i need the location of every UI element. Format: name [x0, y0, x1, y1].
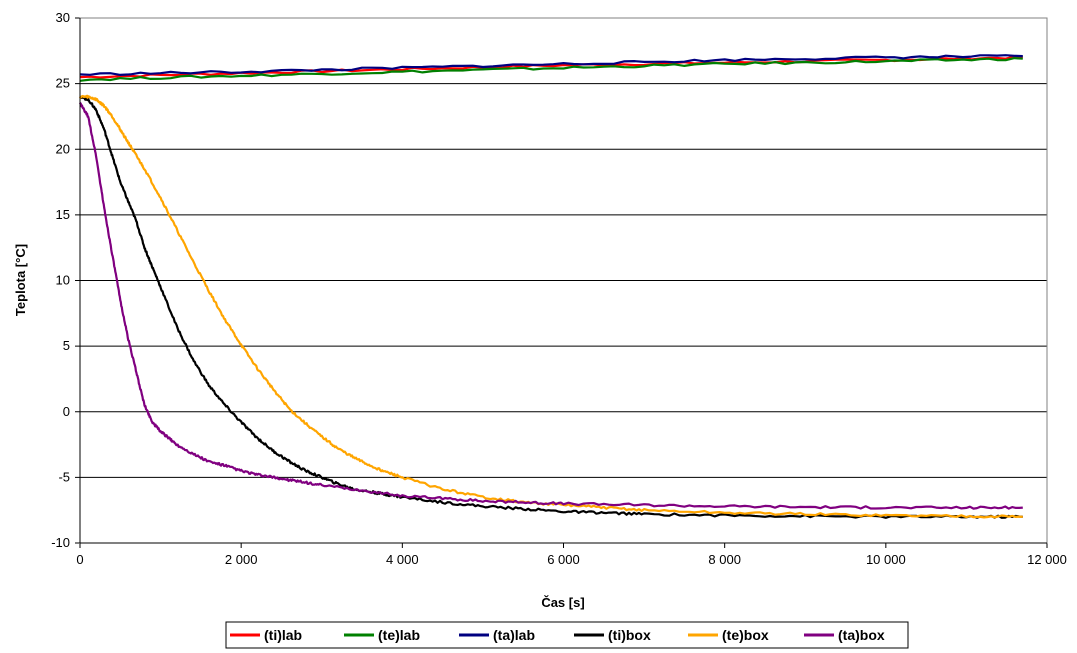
legend-label: (te)box [722, 627, 769, 643]
series-line-tabox [78, 102, 1023, 510]
series-line-talab [79, 54, 1023, 77]
y-tick-label: 30 [56, 10, 70, 25]
series-group [78, 54, 1023, 519]
legend-label: (ti)lab [264, 627, 302, 643]
legend: (ti)lab (te)lab (ta)lab (ti)box (te)box (ta)b… [225, 621, 909, 649]
y-tick-label: -5 [58, 469, 70, 484]
y-tick-label: 10 [56, 273, 70, 288]
legend-label: (ta)box [838, 627, 885, 643]
y-tick-label: 20 [56, 141, 70, 156]
x-tick-label: 6 000 [547, 552, 580, 567]
x-tick-label: 0 [76, 552, 83, 567]
x-tick-label: 2 000 [225, 552, 258, 567]
series-line-telab [79, 56, 1023, 82]
legend-label: (te)lab [378, 627, 420, 643]
series-line-tebox [78, 94, 1023, 519]
x-axis-label: Čas [s] [541, 595, 584, 610]
legend-label: (ta)lab [493, 627, 535, 643]
y-tick-label: 15 [56, 207, 70, 222]
legend-label: (ti)box [608, 627, 651, 643]
x-tick-label: 12 000 [1027, 552, 1067, 567]
y-tick-label: -10 [51, 535, 70, 550]
legend-box [225, 621, 909, 649]
axes [75, 17, 1048, 548]
x-tick-labels: 0 2 000 4 000 6 000 8 000 10 000 12 000 [76, 552, 1067, 567]
x-tick-label: 10 000 [866, 552, 906, 567]
y-tick-label: 0 [63, 404, 70, 419]
y-tick-labels: -10 -5 0 5 10 15 20 25 30 [51, 10, 70, 550]
y-tick-label: 25 [56, 76, 70, 91]
y-axis-label: Teplota [°C] [13, 244, 28, 316]
y-tick-label: 5 [63, 338, 70, 353]
series-line-tibox [79, 95, 1023, 519]
x-tick-label: 8 000 [708, 552, 741, 567]
x-tick-label: 4 000 [386, 552, 419, 567]
